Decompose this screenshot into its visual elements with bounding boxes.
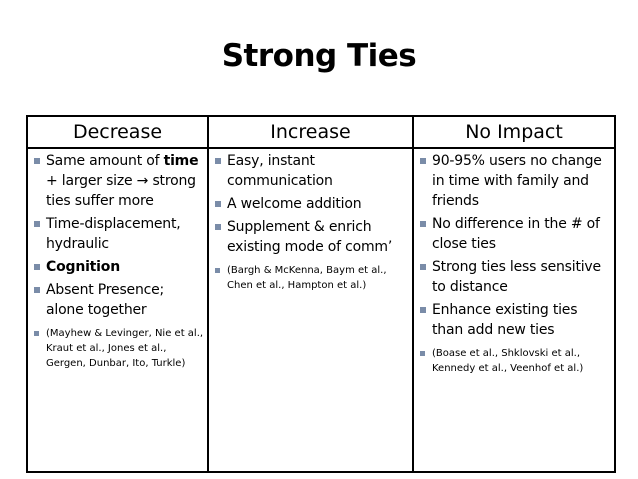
list-item: Absent Presence; alone together — [33, 280, 204, 320]
bullet-icon — [34, 287, 40, 293]
decrease-list: Same amount of time + larger size → stro… — [33, 151, 204, 371]
list-item: Easy, instant communication — [214, 151, 409, 191]
list-item: Same amount of time + larger size → stro… — [33, 151, 204, 211]
bullet-icon — [34, 221, 40, 227]
bullet-icon — [215, 158, 221, 164]
item-text: Same amount of — [46, 153, 164, 169]
item-text: (Boase et al., Shklovski et al., Kennedy… — [432, 348, 584, 374]
bullet-icon — [420, 307, 426, 313]
column-header-increase: Increase — [207, 115, 414, 149]
item-text: Strong ties less sensitive to distance — [432, 259, 601, 295]
list-item: Enhance existing ties than add new ties — [419, 300, 611, 340]
item-text: 90-95% users no change in time with fami… — [432, 153, 602, 209]
decrease-cell: Same amount of time + larger size → stro… — [26, 147, 209, 473]
bullet-icon — [215, 268, 220, 273]
increase-list: Easy, instant communication A welcome add… — [214, 151, 409, 293]
item-text: No difference in the # of close ties — [432, 216, 600, 252]
increase-cell: Easy, instant communication A welcome add… — [207, 147, 414, 473]
bullet-icon — [34, 264, 40, 270]
list-item: 90-95% users no change in time with fami… — [419, 151, 611, 211]
slide-title: Strong Ties — [221, 38, 417, 74]
list-item: Strong ties less sensitive to distance — [419, 257, 611, 297]
bullet-icon — [215, 224, 221, 230]
bullet-icon — [420, 351, 425, 356]
bullet-icon — [420, 221, 426, 227]
table-header-row: Decrease Increase No Impact — [26, 115, 616, 149]
citation-item: (Bargh & McKenna, Baym et al., Chen et a… — [214, 263, 409, 293]
list-item: A welcome addition — [214, 194, 409, 214]
bullet-icon — [420, 158, 426, 164]
citation-item: (Mayhew & Levinger, Nie et al., Kraut et… — [33, 326, 204, 371]
bullet-icon — [420, 264, 426, 270]
item-text: Absent Presence; alone together — [46, 282, 165, 318]
no-impact-cell: 90-95% users no change in time with fami… — [412, 147, 616, 473]
item-text: Cognition — [46, 259, 120, 275]
item-text: Time-displacement, hydraulic — [46, 216, 181, 252]
item-text: Supplement & enrich existing mode of com… — [227, 219, 393, 255]
item-text: time — [163, 153, 199, 169]
strong-ties-table: Decrease Increase No Impact Same amount … — [26, 115, 616, 473]
bullet-icon — [34, 331, 39, 336]
item-text: (Mayhew & Levinger, Nie et al., Kraut et… — [46, 328, 204, 369]
list-item: Cognition — [33, 257, 204, 277]
bullet-icon — [215, 201, 221, 207]
table-body-row: Same amount of time + larger size → stro… — [26, 147, 616, 473]
item-text: + larger size → strong ties suffer more — [46, 173, 196, 209]
no-impact-list: 90-95% users no change in time with fami… — [419, 151, 611, 376]
citation-item: (Boase et al., Shklovski et al., Kennedy… — [419, 346, 611, 376]
list-item: Supplement & enrich existing mode of com… — [214, 217, 409, 257]
item-text: Easy, instant communication — [227, 153, 333, 189]
item-text: Enhance existing ties than add new ties — [432, 302, 578, 338]
item-text: A welcome addition — [227, 196, 362, 212]
list-item: Time-displacement, hydraulic — [33, 214, 204, 254]
bullet-icon — [34, 158, 40, 164]
item-text: (Bargh & McKenna, Baym et al., Chen et a… — [227, 265, 387, 291]
list-item: No difference in the # of close ties — [419, 214, 611, 254]
column-header-no-impact: No Impact — [412, 115, 616, 149]
column-header-decrease: Decrease — [26, 115, 209, 149]
